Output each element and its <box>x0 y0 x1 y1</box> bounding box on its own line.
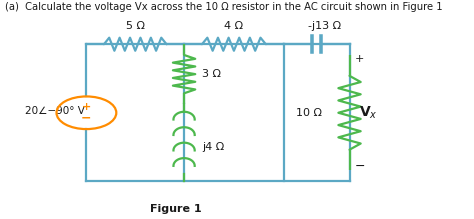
Text: 4 Ω: 4 Ω <box>224 21 244 31</box>
Text: +: + <box>82 102 91 112</box>
Text: −: − <box>81 111 91 124</box>
Text: $\mathbf{V}_x$: $\mathbf{V}_x$ <box>359 104 378 121</box>
Text: (a)  Calculate the voltage Vx across the 10 Ω resistor in the AC circuit shown i: (a) Calculate the voltage Vx across the … <box>5 2 442 12</box>
Text: 3 Ω: 3 Ω <box>202 69 221 79</box>
Text: 10 Ω: 10 Ω <box>296 108 322 118</box>
Text: Figure 1: Figure 1 <box>150 204 202 214</box>
Text: 5 Ω: 5 Ω <box>126 21 145 31</box>
Text: -j13 Ω: -j13 Ω <box>308 21 341 31</box>
Text: −: − <box>354 160 365 173</box>
Text: j4 Ω: j4 Ω <box>202 142 224 152</box>
Text: +: + <box>355 55 364 64</box>
Text: 20∠−90° V: 20∠−90° V <box>25 106 84 116</box>
